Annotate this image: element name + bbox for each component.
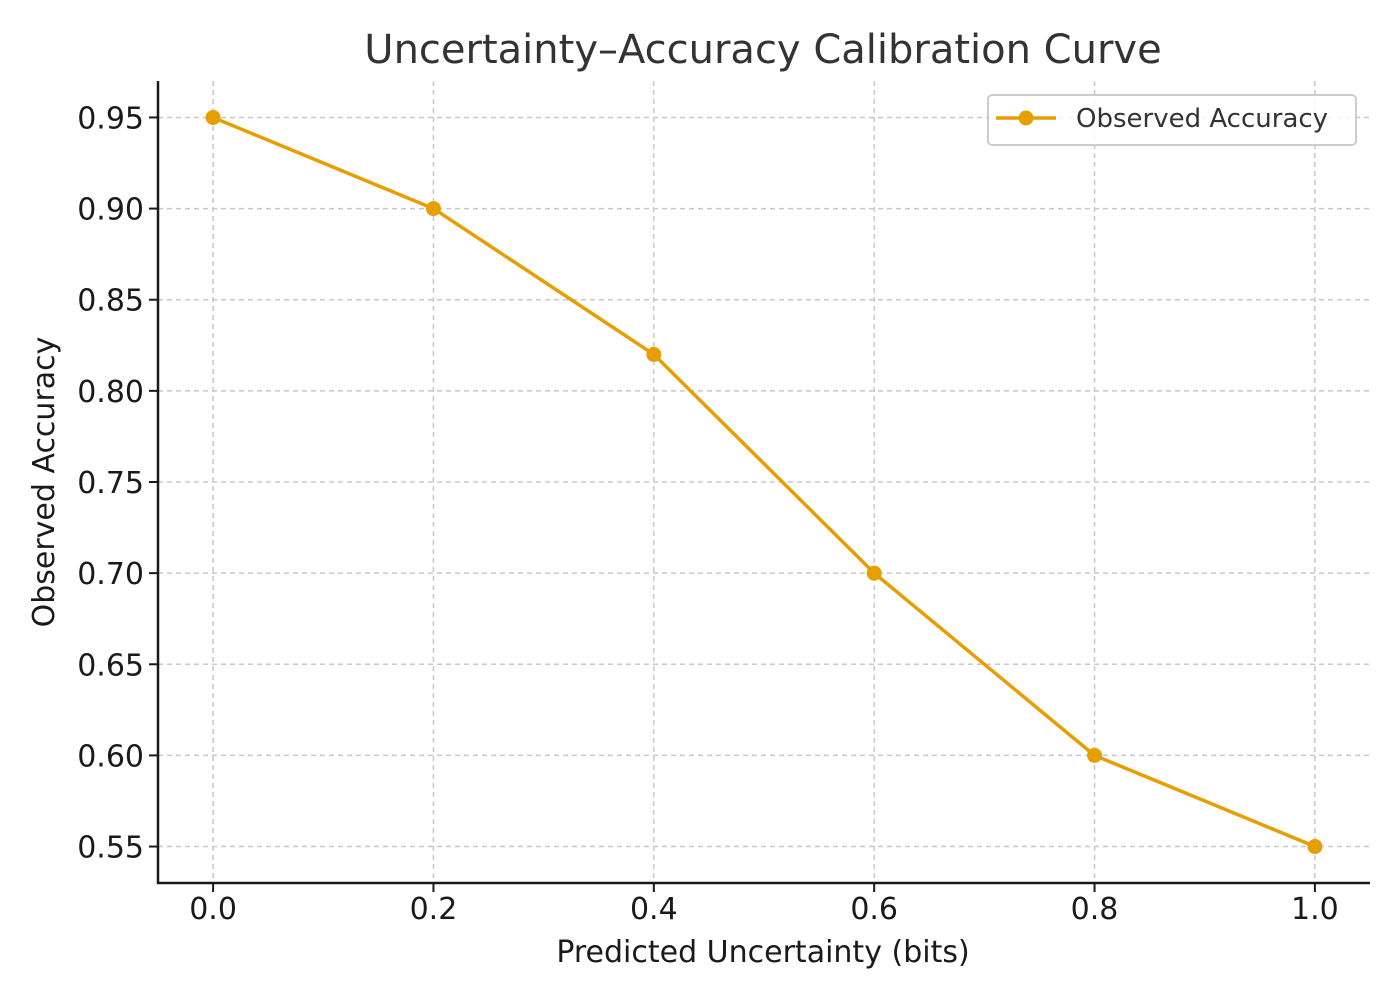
y-tick-label: 0.90	[77, 193, 144, 228]
legend: Observed Accuracy	[987, 94, 1357, 146]
y-tick-label: 0.95	[77, 101, 144, 136]
series-line	[212, 115, 1316, 849]
x-tick-label: 0.0	[189, 892, 237, 927]
series-layer	[205, 109, 1323, 855]
data-point	[866, 565, 882, 581]
ticks-layer: 0.0 0.2 0.4 0.6 0.8 1.0 0.55 0.60 0.65 0.70 0.75 0.…	[77, 101, 1339, 927]
data-point	[425, 201, 441, 217]
y-tick-label: 0.80	[77, 375, 144, 410]
data-point	[205, 109, 221, 125]
legend-marker-swatch	[1018, 110, 1034, 126]
legend-entry-label: Observed Accuracy	[1076, 104, 1328, 134]
x-tick-label: 0.8	[1071, 892, 1119, 927]
data-point	[1087, 747, 1103, 763]
y-tick-label: 0.60	[77, 739, 144, 774]
x-tick-label: 0.6	[850, 892, 898, 927]
y-tick-label: 0.85	[77, 284, 144, 319]
y-tick-label: 0.70	[77, 557, 144, 592]
x-tick-label: 0.2	[410, 892, 458, 927]
x-tick-label: 0.4	[630, 892, 678, 927]
x-axis-label: Predicted Uncertainty (bits)	[556, 935, 969, 970]
y-tick-label: 0.75	[77, 466, 144, 501]
grid-layer	[158, 81, 1370, 883]
y-tick-label: 0.55	[77, 831, 144, 866]
data-point	[1307, 839, 1323, 855]
y-axis-label: Observed Accuracy	[27, 337, 62, 628]
legend-frame	[987, 94, 1357, 146]
x-tick-label: 1.0	[1291, 892, 1339, 927]
data-point	[646, 346, 662, 362]
chart-title: Uncertainty–Accuracy Calibration Curve	[364, 27, 1161, 73]
y-tick-label: 0.65	[77, 648, 144, 683]
